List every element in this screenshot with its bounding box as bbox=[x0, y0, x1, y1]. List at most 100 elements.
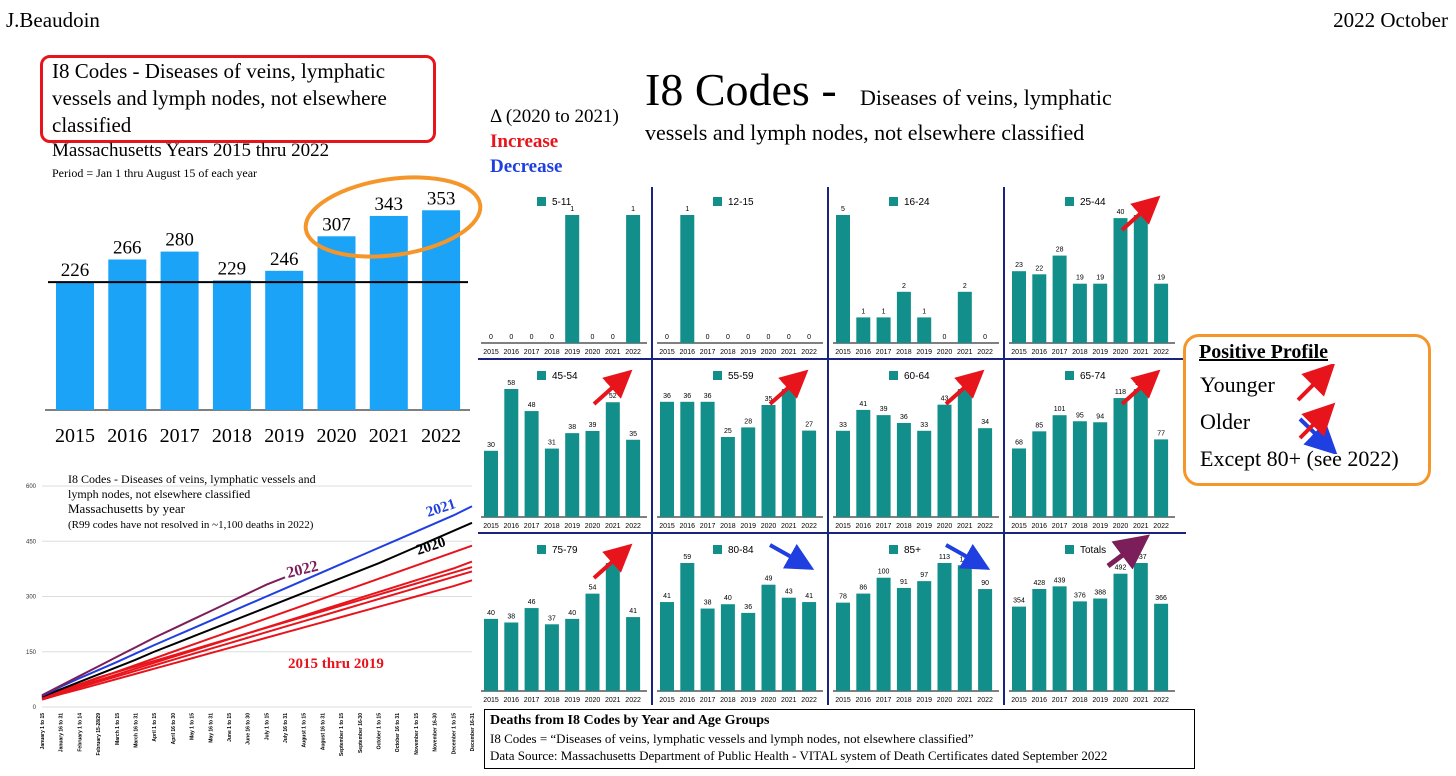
x-tick-label: 2017 bbox=[1052, 349, 1068, 356]
main-bar-subtitle: Massachusetts Years 2015 thru 2022 bbox=[52, 140, 330, 161]
bar bbox=[720, 437, 735, 517]
x-tick-label: 2018 bbox=[896, 697, 912, 704]
bar-value-label: 52 bbox=[609, 393, 617, 400]
bar-value-label: 428 bbox=[1033, 580, 1045, 587]
bar-value-label: 97 bbox=[920, 572, 928, 579]
bar-value-label: 1 bbox=[685, 206, 689, 213]
bar bbox=[802, 602, 817, 691]
bar-value-label: 0 bbox=[591, 334, 595, 341]
bar bbox=[484, 618, 498, 691]
bar-value-label: 0 bbox=[530, 334, 534, 341]
bar bbox=[957, 291, 972, 343]
increase-arrow-icon bbox=[592, 543, 633, 580]
x-tick-label: 2020 bbox=[585, 697, 601, 704]
bar bbox=[876, 577, 891, 691]
bar-value-label: 33 bbox=[839, 422, 847, 429]
y-tick-label: 150 bbox=[26, 650, 37, 656]
x-tick-label: 2018 bbox=[720, 697, 736, 704]
x-tick-label: 2016 bbox=[856, 697, 872, 704]
bar bbox=[781, 389, 796, 517]
line-chart-subtitle: Massachusetts by year bbox=[68, 501, 186, 516]
x-tick-label: October 1 to 15 bbox=[377, 713, 383, 750]
bar bbox=[1032, 274, 1047, 343]
x-tick-label: 2022 bbox=[625, 523, 641, 530]
bar-value-label: 31 bbox=[548, 440, 556, 447]
bar bbox=[1012, 271, 1026, 343]
bar bbox=[720, 604, 735, 691]
legend-swatch bbox=[537, 197, 546, 206]
x-tick-label: 2021 bbox=[1133, 523, 1149, 530]
x-tick-label: 2016 bbox=[856, 523, 872, 530]
legend-swatch bbox=[1065, 197, 1074, 206]
x-tick-label: 2022 bbox=[1153, 349, 1169, 356]
bar bbox=[1133, 563, 1148, 691]
bar bbox=[1093, 283, 1108, 343]
x-tick-label: 2016 bbox=[856, 349, 872, 356]
legend-label: 5-11 bbox=[552, 197, 572, 208]
x-tick-label: 2015 bbox=[1011, 697, 1027, 704]
x-tick-label: 2018 bbox=[720, 349, 736, 356]
legend-swatch bbox=[889, 545, 898, 554]
bar bbox=[1032, 431, 1047, 517]
bar-value-label: 0 bbox=[706, 334, 710, 341]
panel-5-11: 0 2015 0 2016 0 2017 0 2018 1 2019 0 2020 0 2021 1 2022… bbox=[481, 197, 647, 356]
cumulative-line-chart: 0 150 300 450 600 January 1 to 15 January 16 t… bbox=[26, 472, 476, 756]
panel-60-64: 3320154120163920173620183320194320204920… bbox=[833, 369, 999, 530]
legend-swatch bbox=[537, 371, 546, 380]
bar bbox=[1032, 588, 1047, 691]
bar-value-label: 46 bbox=[528, 599, 536, 606]
panel-80-84: 41 2015 59 2016 38 2017 40 2018 36 2019 49 2020 43 20… bbox=[657, 543, 823, 704]
y-tick-label: 600 bbox=[26, 484, 37, 490]
x-tick-label: 2017 bbox=[160, 425, 200, 447]
line-chart-title-2: lymph nodes, not elsewhere classified bbox=[68, 487, 250, 501]
x-tick-label: 2020 bbox=[1113, 697, 1129, 704]
bar bbox=[1113, 398, 1128, 517]
x-tick-label: 2018 bbox=[544, 697, 560, 704]
bar-value-label: 58 bbox=[507, 380, 515, 387]
x-tick-label: 2020 bbox=[1113, 523, 1129, 530]
increase-arrow-icon bbox=[592, 369, 633, 406]
x-tick-label: 2016 bbox=[504, 349, 520, 356]
bar bbox=[1154, 439, 1169, 517]
bar-value-label: 100 bbox=[878, 569, 890, 576]
bar bbox=[1012, 448, 1026, 517]
increase-arrow-icon bbox=[1120, 195, 1161, 232]
bar bbox=[265, 270, 304, 410]
bar-value-label: 0 bbox=[489, 334, 493, 341]
legend-label: 12-15 bbox=[728, 197, 754, 208]
bar-value-label: 0 bbox=[767, 334, 771, 341]
panel-65-74: 6820158520161012017952018942019118202012… bbox=[1009, 369, 1175, 530]
x-tick-label: 2020 bbox=[761, 349, 777, 356]
bar-value-label: 0 bbox=[787, 334, 791, 341]
bar-value-label: 68 bbox=[1015, 439, 1023, 446]
x-tick-label: 2019 bbox=[916, 523, 932, 530]
bar-value-label: 353 bbox=[427, 188, 456, 209]
bar-value-label: 43 bbox=[941, 396, 949, 403]
x-tick-label: 2018 bbox=[544, 523, 560, 530]
bar bbox=[160, 251, 199, 410]
bar-value-label: 43 bbox=[785, 589, 793, 596]
bar-value-label: 101 bbox=[1054, 406, 1066, 413]
bar bbox=[856, 593, 871, 691]
x-tick-label: 2020 bbox=[937, 697, 953, 704]
bar-value-label: 30 bbox=[487, 442, 495, 449]
bar bbox=[896, 422, 911, 517]
x-tick-label: 2017 bbox=[700, 697, 716, 704]
x-tick-label: 2021 bbox=[781, 697, 797, 704]
x-tick-label: May 1 to 15 bbox=[190, 713, 196, 740]
bar-value-label: 2 bbox=[963, 283, 967, 290]
x-tick-label: 2020 bbox=[761, 697, 777, 704]
bar-value-label: 113 bbox=[939, 554, 950, 561]
bar-value-label: 343 bbox=[375, 194, 404, 215]
bar-value-label: 1 bbox=[922, 308, 926, 315]
panel-25-44: 2320152220162820171920181920194020204120… bbox=[1009, 195, 1175, 356]
x-tick-label: 2015 bbox=[659, 523, 675, 530]
bar-value-label: 27 bbox=[805, 422, 813, 429]
bar bbox=[917, 317, 932, 343]
x-tick-label: 2019 bbox=[916, 349, 932, 356]
legend-swatch bbox=[713, 545, 722, 554]
bar-value-label: 492 bbox=[1115, 565, 1127, 572]
series-line bbox=[41, 560, 473, 700]
bar-value-label: 91 bbox=[900, 579, 908, 586]
x-tick-label: 2016 bbox=[504, 523, 520, 530]
